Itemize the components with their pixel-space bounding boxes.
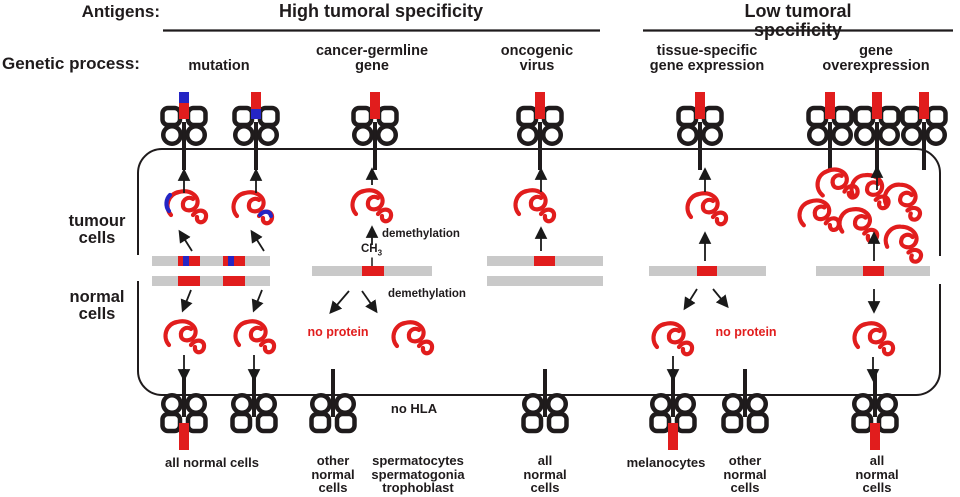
mhc-icon-melanocytes — [652, 369, 695, 450]
mhc-icon-oncogenic-virus-top — [519, 92, 562, 170]
demethylation-up-label: demethylation — [382, 228, 460, 240]
mutated-segment — [164, 192, 173, 214]
mhc-icon-cancer-germline-top — [354, 92, 397, 170]
tumour-cells-label: tumour cells — [68, 212, 126, 248]
normal-cells-label: normal cells — [69, 288, 125, 324]
mutation-site — [183, 256, 189, 266]
peptide — [919, 92, 929, 119]
process-cancer-germline: cancer-germline gene — [315, 43, 429, 75]
mhc-icon-all-normal-cells-mutation — [163, 369, 206, 450]
no-protein-cancer-germline: no protein — [307, 325, 369, 339]
dna-bars-mutation — [152, 256, 270, 286]
process-overexpression: gene overexpression — [822, 43, 930, 75]
peptide — [535, 92, 545, 119]
mhc-icon-other-normal-cells-ts — [724, 369, 767, 431]
peptide — [872, 92, 882, 119]
no-hla-label: no HLA — [390, 401, 438, 416]
bottom-label-other-normal-cells-cg: other normal cells — [311, 453, 355, 496]
dna-bars-oncogenic-virus — [487, 256, 603, 286]
demethylation-down-arrow-right — [361, 290, 378, 314]
dna-bar-cancer-germline — [312, 257, 432, 276]
high-specificity-title: High tumoral specificity — [278, 1, 484, 21]
protein-squiggle-normal-overexpression — [855, 323, 894, 354]
mhc-icon-mutation-1-top — [163, 92, 206, 170]
protein-squiggle-normal-mutation-1 — [166, 321, 205, 352]
process-mutation: mutation — [188, 58, 250, 74]
ch3-subscript: 3 — [377, 248, 383, 258]
peptide — [370, 92, 380, 119]
protein-squiggle-cancer-germline — [353, 190, 392, 221]
protein-squiggle-normal-tissue-specific — [654, 323, 693, 354]
mhc-icon-tissue-specific-top — [679, 92, 722, 170]
viral-gene — [534, 256, 555, 266]
peptide — [179, 423, 189, 450]
dna-bar-overexpression — [816, 266, 930, 276]
process-tissue-specific: tissue-specific gene expression — [649, 43, 765, 75]
peptide-mutated — [179, 92, 189, 103]
low-specificity-title: Low tumoral specificity — [744, 1, 852, 40]
mhc-icon-all-normal-cells-virus — [524, 369, 567, 431]
ch3-base: CH — [361, 243, 378, 255]
ch3-label: CH3 — [361, 243, 382, 258]
demethylation-down-label: demethylation — [388, 288, 466, 300]
mhc-icon-overexpression-top-3 — [903, 92, 946, 170]
process-oncogenic-virus: oncogenic virus — [500, 43, 574, 75]
bottom-label-all-normal-cells-mutation: all normal cells — [165, 455, 259, 470]
genetic-process-label: Genetic process: — [2, 54, 140, 73]
peptide-mutated — [251, 109, 261, 119]
membrane-break-left — [130, 255, 145, 281]
arrows-gene-to-protein-normal — [180, 288, 881, 315]
mhc-icon-all-normal-cells-overexpression — [854, 369, 897, 450]
dna-bar-tissue-specific — [649, 266, 766, 276]
arrows-to-bottom-membrane — [177, 355, 880, 382]
mhc-icon-mutation-2-top — [235, 92, 278, 170]
protein-squiggle-normal-mutation-2 — [236, 321, 275, 352]
mhc-icon-overexpression-top-1 — [809, 92, 852, 170]
demethylation-down-arrow-left — [329, 290, 350, 315]
bottom-label-melanocytes: melanocytes — [626, 455, 706, 470]
mhc-icon-other-normal-cells-cg — [312, 369, 355, 431]
peptide — [825, 92, 835, 119]
protein-squiggle-normal-cancer-germline — [394, 322, 433, 353]
peptide — [668, 423, 678, 450]
mutation-site — [228, 256, 234, 266]
antigens-label: Antigens: — [81, 2, 160, 21]
peptide — [870, 423, 880, 450]
peptide — [695, 92, 705, 119]
bottom-label-all-normal-cells-virus: all normal cells — [523, 453, 567, 496]
arrows-to-top-membrane — [177, 165, 884, 193]
arrows-gene-to-protein-tumour — [178, 225, 881, 261]
mutated-segment — [257, 209, 274, 219]
bottom-label-other-normal-cells-ts: other normal cells — [723, 453, 767, 496]
bottom-label-all-normal-cells-overexpr: all normal cells — [855, 453, 899, 496]
membrane-break-right — [932, 256, 947, 284]
protein-squiggle-cluster-overexpression — [798, 166, 927, 263]
protein-squiggle-tissue-specific — [688, 193, 727, 224]
no-protein-tissue-specific: no protein — [715, 325, 777, 339]
protein-squiggle-mutation-1 — [164, 191, 206, 222]
bottom-label-spermatocytes: spermatocytes spermatogonia trophoblast — [371, 453, 465, 496]
protein-squiggle-mutation-2 — [234, 192, 273, 223]
mhc-icon-overexpression-top-2 — [856, 92, 899, 170]
protein-squiggle-oncogenic-virus — [516, 190, 555, 221]
